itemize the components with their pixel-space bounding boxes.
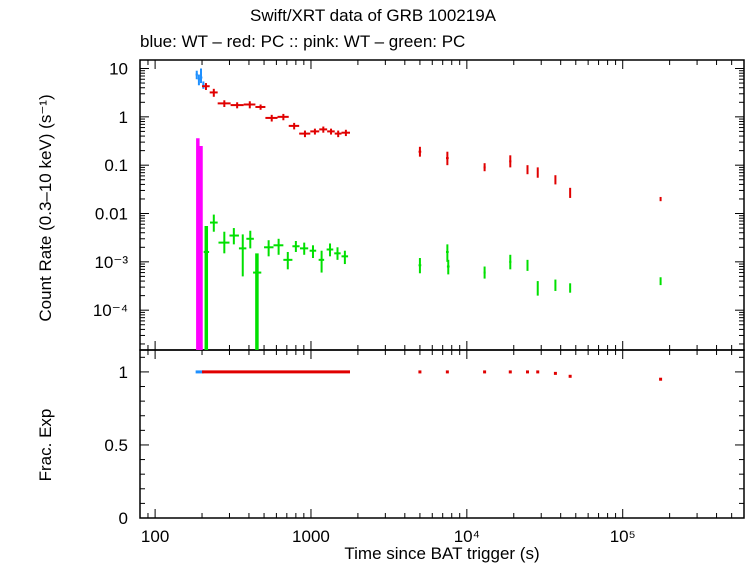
data-point xyxy=(659,277,662,286)
data-point xyxy=(199,145,203,350)
data-point xyxy=(569,187,572,198)
data-point xyxy=(446,151,449,166)
chart-subtitle: blue: WT – red: PC :: pink: WT – green: … xyxy=(140,32,466,51)
data-point xyxy=(446,244,449,262)
data-point xyxy=(446,259,450,275)
data-point xyxy=(659,196,662,202)
data-point xyxy=(526,165,529,175)
data-point xyxy=(341,129,351,137)
data-point xyxy=(319,126,328,133)
data-point xyxy=(202,81,205,89)
data-point xyxy=(341,250,349,265)
data-point xyxy=(209,88,218,97)
data-point xyxy=(277,113,289,121)
data-point xyxy=(292,240,300,252)
chart-title: Swift/XRT data of GRB 100219A xyxy=(249,6,496,25)
data-point xyxy=(536,281,539,296)
data-point xyxy=(196,138,200,350)
x-tick-label: 10⁴ xyxy=(454,527,480,546)
data-point xyxy=(309,245,317,259)
y-tick-label: 10⁻⁴ xyxy=(93,301,128,320)
data-point xyxy=(318,250,325,273)
x-tick-label: 100 xyxy=(141,527,169,546)
y-tick-label: 10 xyxy=(109,60,128,79)
data-point xyxy=(569,283,572,293)
data-point xyxy=(536,167,539,178)
data-point xyxy=(264,240,274,257)
data-point xyxy=(218,231,230,254)
data-point xyxy=(209,214,218,232)
y-tick-label: 0 xyxy=(119,509,128,528)
data-point xyxy=(554,279,557,291)
data-point xyxy=(246,230,254,249)
data-point xyxy=(217,100,231,107)
data-point xyxy=(554,175,557,185)
data-point xyxy=(509,155,512,168)
data-point xyxy=(418,258,422,274)
x-axis-label: Time since BAT trigger (s) xyxy=(344,544,540,563)
data-point xyxy=(334,130,342,138)
data-point xyxy=(253,253,262,350)
data-point xyxy=(299,242,309,255)
data-point xyxy=(202,83,210,90)
data-point xyxy=(288,122,300,130)
data-point xyxy=(229,228,239,245)
y-axis-label-count-rate: Count Rate (0.3–10 keV) (s⁻¹) xyxy=(36,94,55,322)
y-tick-label: 10⁻³ xyxy=(94,253,128,272)
data-point xyxy=(299,130,311,138)
x-tick-label: 1000 xyxy=(292,527,330,546)
data-point xyxy=(199,68,203,84)
data-point xyxy=(197,74,200,86)
data-point xyxy=(509,254,512,270)
data-point xyxy=(243,101,256,109)
y-tick-label: 0.1 xyxy=(104,156,128,175)
y-tick-label: 1 xyxy=(119,108,128,127)
data-point xyxy=(230,102,244,109)
data-point xyxy=(273,238,284,255)
data-point xyxy=(418,146,422,157)
data-point xyxy=(203,226,210,350)
data-point xyxy=(327,128,335,135)
data-point xyxy=(255,104,266,110)
data-point xyxy=(483,266,486,279)
data-point xyxy=(238,234,247,277)
y-tick-label: 1 xyxy=(119,363,128,382)
data-point xyxy=(334,247,341,260)
data-point xyxy=(483,163,486,172)
y-tick-label: 0.01 xyxy=(95,205,128,224)
data-point xyxy=(326,243,334,257)
bottom-panel-frame xyxy=(139,349,745,519)
data-point xyxy=(265,114,278,122)
x-tick-label: 10⁵ xyxy=(610,527,636,546)
y-axis-label-frac-exp: Frac. Exp xyxy=(36,408,55,482)
data-point xyxy=(283,251,293,270)
data-point xyxy=(526,259,529,271)
y-tick-label: 0.5 xyxy=(104,436,128,455)
top-panel-frame xyxy=(139,59,745,351)
data-point xyxy=(310,128,320,135)
data-point xyxy=(195,70,198,80)
